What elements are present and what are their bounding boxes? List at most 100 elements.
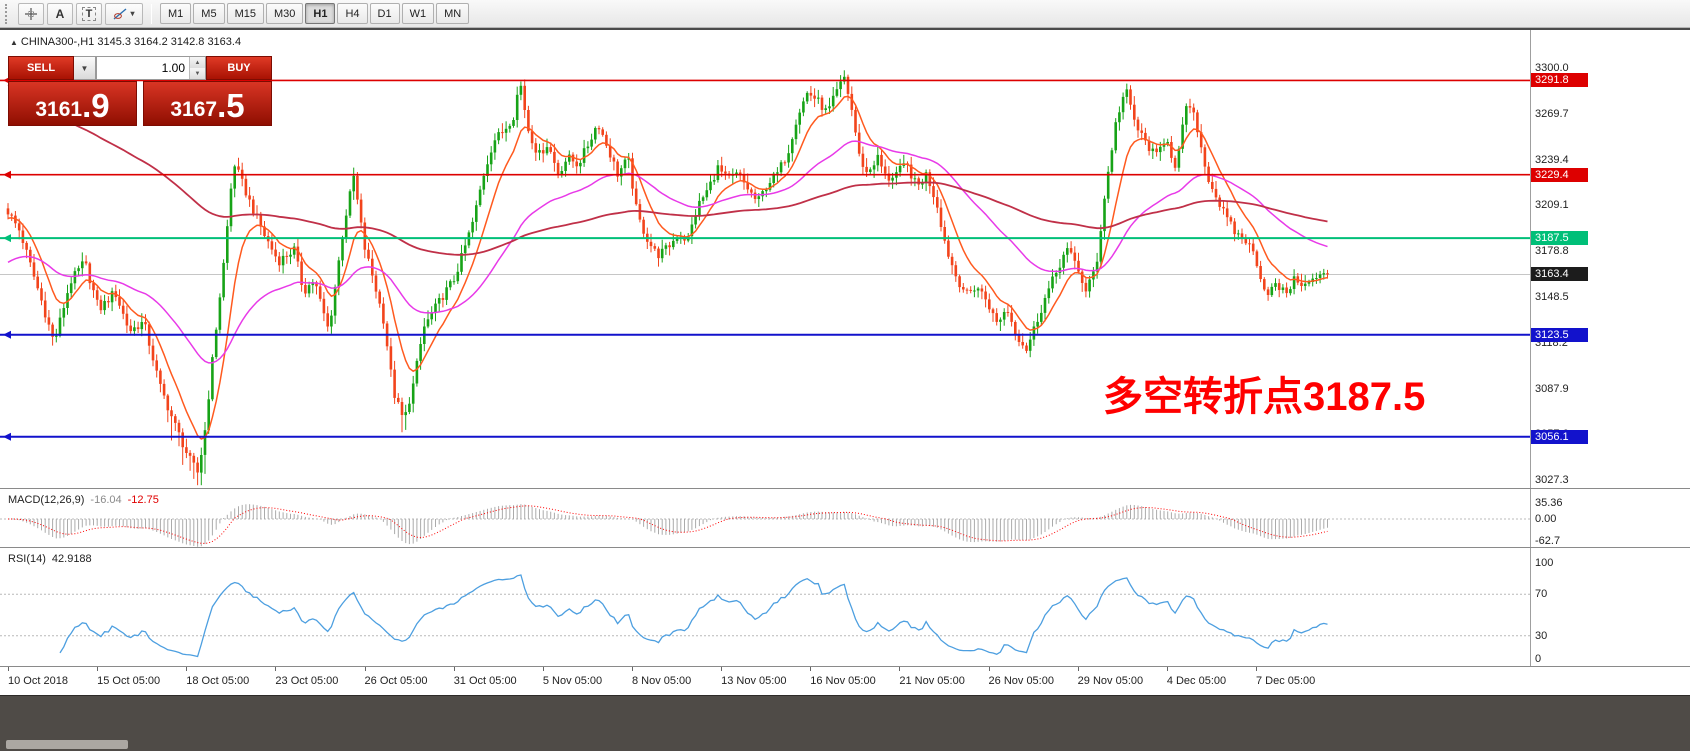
macd-label: MACD(12,26,9) -16.04 -12.75 (8, 494, 159, 506)
shapes-tool-button[interactable]: ▾ (105, 2, 143, 25)
price-axis-label: 3209.1 (1535, 199, 1569, 212)
rsi-axis-label: 100 (1535, 557, 1554, 569)
crosshair-icon (24, 7, 38, 21)
chart-window: ▲ CHINA300-,H1 3145.3 3164.2 3142.8 3163.… (0, 28, 1690, 697)
rsi-canvas[interactable] (0, 548, 1530, 667)
symbol-marker-icon: ▲ (10, 38, 18, 47)
order-type-dropdown[interactable]: ▼ (74, 56, 96, 80)
rsi-axis-label: 30 (1535, 629, 1548, 642)
toolbar-grip[interactable] (5, 3, 11, 24)
time-axis-label: 23 Oct 05:00 (275, 675, 339, 687)
volume-stepper: ▲ ▼ (189, 57, 205, 79)
time-axis-tick (1255, 667, 1257, 671)
one-click-trade-panel: SELL ▼ ▲ ▼ BUY 3161 .9 3167 (8, 56, 272, 126)
rsi-label: RSI(14) 42.9188 (8, 553, 92, 565)
time-axis-label: 21 Nov 05:00 (899, 675, 965, 687)
time-axis-tick (453, 667, 455, 671)
macd-main-value: -16.04 (90, 494, 122, 506)
current-price-badge: 3163.4 (1531, 267, 1588, 282)
price-axis-label: 3269.7 (1535, 107, 1569, 120)
crosshair-tool-button[interactable] (18, 2, 44, 25)
macd-axis-separator (1530, 489, 1531, 547)
time-axis-tick (275, 667, 277, 671)
time-axis-label: 18 Oct 05:00 (186, 675, 250, 687)
timeframe-group: M1 M5 M15 M30 H1 H4 D1 W1 MN (160, 3, 470, 24)
volume-stepper-down[interactable]: ▼ (190, 68, 205, 79)
macd-axis-label: 0.00 (1535, 513, 1557, 525)
volume-input[interactable] (97, 57, 189, 79)
macd-axis-label: -62.7 (1535, 535, 1561, 547)
time-axis-tick (97, 667, 99, 671)
time-axis[interactable]: 10 Oct 2018 15 Oct 05:00 18 Oct 05:00 23 Oc… (0, 666, 1690, 697)
shapes-dropdown-arrow-icon: ▾ (130, 9, 135, 18)
time-axis-tick (899, 667, 901, 671)
hline-price-badge: 3229.4 (1531, 167, 1588, 182)
price-pane: ▲ CHINA300-,H1 3145.3 3164.2 3142.8 3163.… (0, 30, 1690, 488)
time-axis-label: 4 Dec 05:00 (1166, 675, 1227, 687)
price-axis-label: 3027.3 (1535, 474, 1569, 487)
text-box-icon: T (81, 6, 97, 21)
symbol-info: ▲ CHINA300-,H1 3145.3 3164.2 3142.8 3163.… (10, 36, 242, 48)
timeframe-mn[interactable]: MN (436, 3, 470, 24)
rsi-axis-separator (1530, 548, 1531, 666)
timeframe-m15[interactable]: M15 (226, 3, 264, 24)
price-axis-label: 3087.9 (1535, 382, 1569, 395)
time-axis-label: 26 Nov 05:00 (988, 675, 1054, 687)
timeframe-m1[interactable]: M1 (160, 3, 192, 24)
macd-signal-value: -12.75 (127, 494, 159, 506)
time-axis-tick (810, 667, 812, 671)
volume-stepper-up[interactable]: ▲ (190, 57, 205, 68)
text-box-tool-button[interactable]: T (76, 2, 102, 25)
price-axis-label: 3300.0 (1535, 62, 1569, 74)
buy-button[interactable]: BUY (206, 56, 272, 80)
time-axis-tick (364, 667, 366, 671)
buy-price-main: 3167 (170, 98, 218, 121)
sell-price-pips: .9 (82, 87, 110, 124)
shapes-icon (113, 7, 127, 20)
text-label-icon: A (55, 6, 65, 21)
price-axis-label: 3239.4 (1535, 153, 1569, 166)
sell-button[interactable]: SELL (8, 56, 74, 80)
time-axis-tick (8, 667, 9, 671)
rsi-axis-label: 70 (1535, 588, 1548, 601)
annotation-text: 多空转折点3187.5 (1103, 375, 1426, 419)
time-axis-label: 7 Dec 05:00 (1255, 675, 1316, 687)
rsi-pane: RSI(14) 42.9188 100 70 30 0 (0, 547, 1690, 666)
price-axis-label: 3148.5 (1535, 291, 1569, 303)
timeframe-h1[interactable]: H1 (305, 3, 336, 24)
text-label-tool-button[interactable]: A (47, 2, 73, 25)
buy-price-display[interactable]: 3167 .5 (143, 81, 272, 126)
timeframe-w1[interactable]: W1 (401, 3, 435, 24)
rsi-value: 42.9188 (51, 553, 92, 565)
price-chart-canvas[interactable] (0, 30, 1530, 488)
time-axis-tick (1077, 667, 1079, 671)
time-axis-tick (988, 667, 990, 671)
timeframe-d1[interactable]: D1 (369, 3, 400, 24)
hline-price-badge: 3187.5 (1531, 231, 1588, 246)
time-axis-label: 13 Nov 05:00 (721, 675, 787, 687)
buy-price-pips: .5 (217, 87, 245, 124)
sell-price-main: 3161 (35, 98, 83, 121)
time-axis-label: 26 Oct 05:00 (364, 675, 428, 687)
timeframe-h4[interactable]: H4 (337, 3, 368, 24)
macd-axis-label: 35.36 (1535, 497, 1563, 510)
macd-pane: MACD(12,26,9) -16.04 -12.75 35.36 0.00 -62.7 (0, 488, 1690, 547)
price-axis-separator (1530, 30, 1531, 488)
taskbar-tab (6, 740, 128, 749)
bottom-status-strip (0, 695, 1690, 751)
macd-canvas[interactable] (0, 489, 1530, 548)
volume-field: ▲ ▼ (96, 56, 206, 80)
sell-price-display[interactable]: 3161 .9 (8, 81, 137, 126)
time-axis-label: 5 Nov 05:00 (542, 675, 603, 687)
time-axis-label: 29 Nov 05:00 (1077, 675, 1144, 687)
time-axis-label: 15 Oct 05:00 (97, 675, 161, 687)
timeframe-m30[interactable]: M30 (265, 3, 304, 24)
hline-price-badge: 3056.1 (1531, 429, 1588, 444)
time-axis-tick (542, 667, 544, 671)
timeframe-m5[interactable]: M5 (193, 3, 225, 24)
time-axis-tick (631, 667, 633, 671)
time-axis-label: 31 Oct 05:00 (453, 675, 517, 687)
time-axis-label: 16 Nov 05:00 (810, 675, 876, 687)
time-axis-tick (721, 667, 723, 671)
rsi-axis-label: 0 (1535, 653, 1542, 665)
